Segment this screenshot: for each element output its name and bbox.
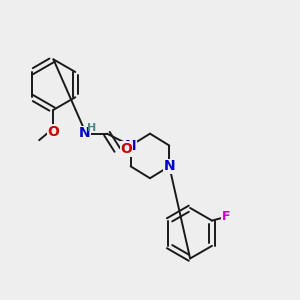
Text: N: N xyxy=(125,139,136,152)
Text: O: O xyxy=(120,142,132,156)
Text: N: N xyxy=(164,159,175,173)
Text: F: F xyxy=(221,210,230,223)
Text: N: N xyxy=(79,126,90,140)
Text: O: O xyxy=(47,125,59,139)
Text: H: H xyxy=(87,123,96,133)
